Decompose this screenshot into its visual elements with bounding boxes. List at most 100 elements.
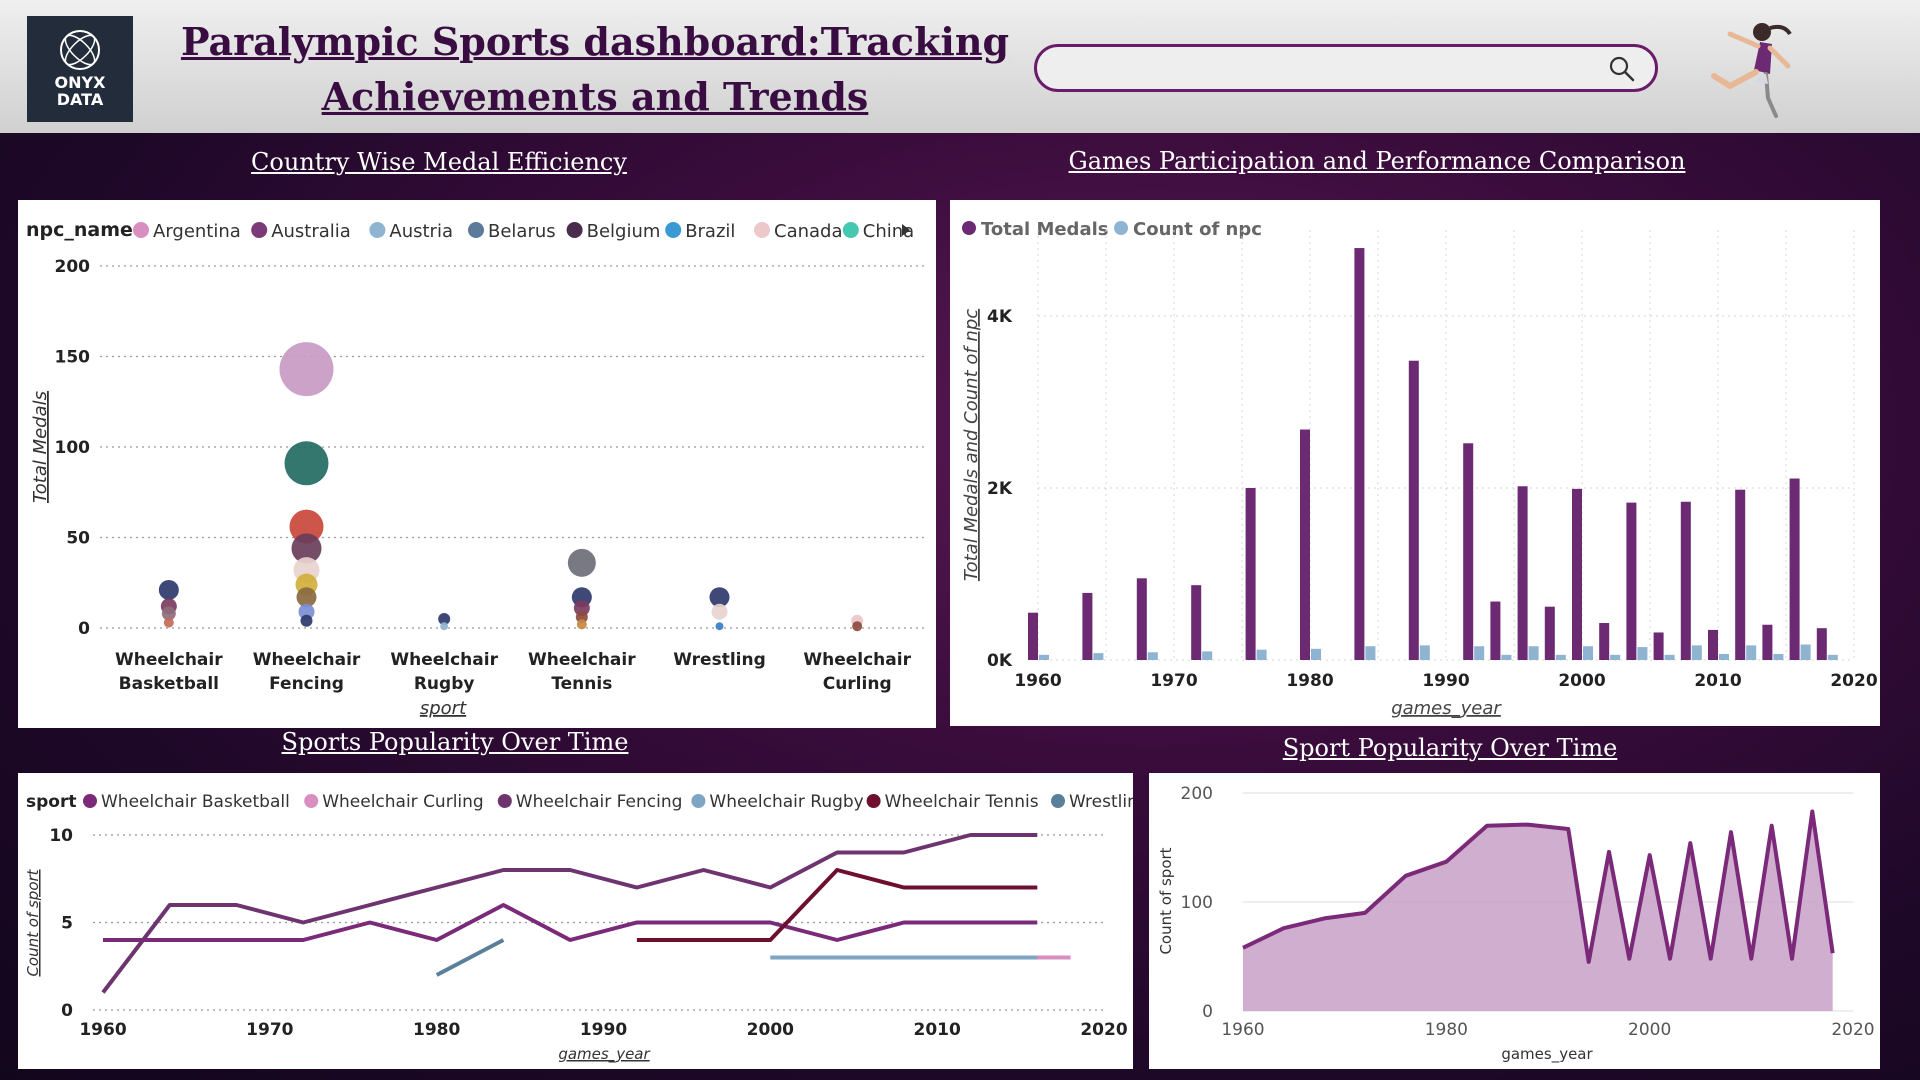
bar-count-npc: [1664, 654, 1675, 660]
bar-total-medals: [1572, 488, 1582, 660]
athlete-illustration: [1711, 23, 1792, 118]
y-tick-label: 0: [61, 1001, 73, 1021]
bubble-point: [158, 579, 179, 600]
x-tick-label: 1980: [1286, 671, 1333, 691]
legend-next-icon: [902, 224, 910, 236]
legend-label: Belarus: [488, 221, 556, 242]
x-tick-label: 2000: [747, 1020, 794, 1040]
bar-total-medals: [1136, 578, 1147, 660]
bar-total-medals: [1028, 612, 1038, 660]
bar-count-npc: [1719, 653, 1729, 660]
x-axis-label: sport: [420, 698, 467, 719]
area-line: [1242, 809, 1835, 964]
bar-total-medals: [1680, 501, 1691, 660]
legend-label: Wrestling: [1069, 792, 1133, 812]
bar-count-npc: [1365, 646, 1376, 660]
x-tick-label: 1970: [1150, 671, 1197, 691]
bubble-point: [291, 533, 322, 564]
bar-chart-panel[interactable]: Total Medals Count of npc 0K 2K 4K 1960 1970 19…: [950, 200, 1880, 726]
bubble-point: [163, 617, 174, 628]
x-tick-label: Wheelchair: [115, 650, 223, 670]
bubble-point: [289, 509, 324, 544]
bar-total-medals: [1544, 606, 1555, 660]
bar-count-npc: [1610, 654, 1621, 660]
legend-label: Australia: [271, 221, 351, 242]
bar-count-npc: [1501, 654, 1512, 660]
legend-marker: [962, 221, 976, 235]
y-axis-label: Total Medals: [30, 391, 51, 503]
bar-total-medals: [1626, 502, 1637, 660]
x-tick-label: 2020: [1831, 1020, 1874, 1040]
bubble-chart-title: Country Wise Medal Efficiency: [251, 148, 627, 176]
x-tick-label: 1960: [1221, 1020, 1264, 1040]
bar-total-medals: [1599, 623, 1610, 660]
area-chart[interactable]: 0 100 200 1960 1980 2000 2020 games_year Count o…: [1149, 773, 1880, 1069]
bar-total-medals: [1762, 624, 1773, 660]
bubble-point: [438, 612, 451, 625]
bar-count-npc: [1202, 651, 1213, 660]
legend-marker: [665, 222, 682, 238]
area-chart-title: Sport Popularity Over Time: [1282, 734, 1618, 762]
legend-marker: [1051, 794, 1065, 808]
x-tick-label: Rugby: [414, 674, 475, 694]
line-chart-panel[interactable]: sport Wheelchair Basketball Wheelchair Cur…: [18, 773, 1149, 1069]
y-tick-label: 200: [55, 257, 91, 277]
bubble-point: [300, 614, 313, 627]
bar-total-medals: [1191, 585, 1202, 660]
bubble-chart-panel[interactable]: npc_name Argentina Australia Austria Belarus…: [18, 200, 936, 728]
area-fill: [1243, 811, 1833, 1011]
series-line: [435, 938, 505, 977]
bar-count-npc: [1311, 648, 1321, 660]
x-tick-label: Curling: [823, 674, 892, 694]
bar-count-npc: [1746, 645, 1757, 660]
bar-total-medals: [1816, 628, 1827, 660]
x-tick-label: Wheelchair: [803, 650, 911, 670]
bar-total-medals: [1463, 443, 1474, 660]
legend-marker: [83, 794, 97, 808]
y-tick-label: 2K: [987, 479, 1013, 499]
x-tick-label: Wheelchair: [390, 650, 498, 670]
bar-count-npc: [1147, 652, 1158, 660]
bar-count-npc: [1583, 646, 1593, 660]
bubble-point: [576, 619, 587, 630]
line-chart[interactable]: sport Wheelchair Basketball Wheelchair Cur…: [18, 773, 1149, 1069]
bubble-point: [575, 611, 588, 624]
x-tick-label: 2000: [1628, 1020, 1671, 1040]
legend-marker: [842, 222, 859, 238]
series-line: [636, 868, 1038, 942]
legend-marker: [468, 222, 484, 238]
y-tick-label: 10: [49, 826, 73, 846]
legend-marker: [369, 222, 386, 238]
logo-globe-icon: [60, 30, 100, 70]
bar-total-medals: [1490, 601, 1501, 660]
bubble-point: [852, 621, 863, 632]
bar-total-medals: [1082, 592, 1093, 660]
header-bar: ONYX DATA Paralympic Sports dashboard:Tr…: [0, 0, 1920, 133]
bar-total-medals: [1300, 429, 1310, 660]
y-axis-label: Count of sport: [1157, 847, 1175, 954]
x-tick-label: 2010: [914, 1020, 961, 1040]
bar-count-npc: [1691, 645, 1702, 660]
legend-marker: [304, 794, 319, 808]
bar-total-medals: [1517, 486, 1528, 660]
bar-chart[interactable]: Total Medals Count of npc 0K 2K 4K 1960 1970 19…: [950, 200, 1880, 726]
legend-label: Canada: [774, 221, 843, 242]
bubble-chart[interactable]: npc_name Argentina Australia Austria Belarus…: [18, 200, 936, 728]
search-input[interactable]: [1034, 44, 1658, 92]
y-axis-label: Total Medals and Count of npc: [961, 309, 982, 581]
bubble-point: [279, 342, 334, 397]
search-icon[interactable]: [1607, 54, 1637, 84]
bar-count-npc: [1827, 654, 1838, 660]
x-tick-label: 1980: [413, 1020, 460, 1040]
bubble-point: [715, 622, 724, 631]
x-tick-label: Fencing: [269, 674, 344, 694]
bar-total-medals: [1735, 489, 1746, 660]
x-tick-label: Wrestling: [673, 650, 766, 670]
bubble-point: [296, 587, 317, 608]
bar-count-npc: [1093, 653, 1104, 660]
bubble-point: [567, 548, 596, 577]
line-chart-title: Sports Popularity Over Time: [281, 728, 629, 756]
legend-marker: [1114, 221, 1128, 235]
area-chart-panel[interactable]: 0 100 200 1960 1980 2000 2020 games_year Count o…: [1149, 773, 1880, 1069]
logo-text: ONYX DATA: [54, 73, 106, 109]
